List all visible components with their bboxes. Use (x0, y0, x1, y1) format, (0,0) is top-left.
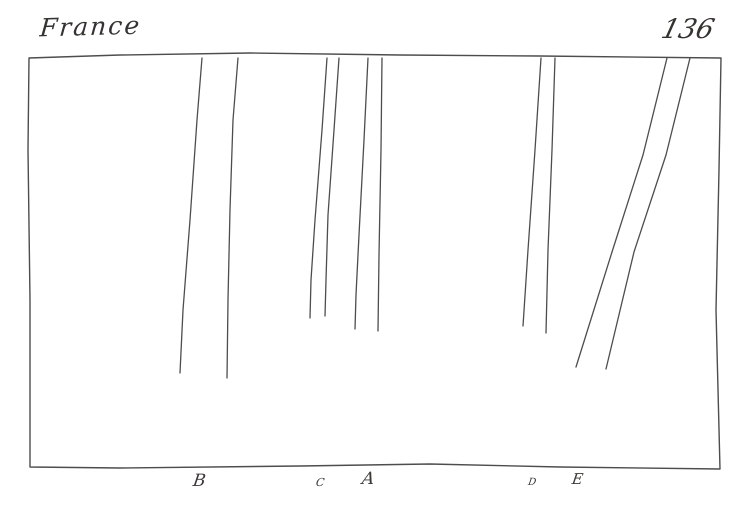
stroke-tree-a-left (354, 57, 369, 330)
tree-label-a: A (360, 469, 376, 489)
frame-border (27, 52, 722, 470)
stroke-tree-b-left (179, 57, 203, 374)
stroke-tree-b-right (226, 57, 239, 379)
stroke-tree-e-left (575, 57, 668, 368)
stroke-tree-e-right (605, 57, 691, 370)
stroke-tree-c-left (309, 57, 328, 319)
stroke-tree-c-right (324, 57, 340, 317)
tree-label-c: C (315, 476, 326, 489)
tree-label-e: E (570, 470, 585, 488)
stroke-tree-d-left (522, 57, 542, 327)
tree-label-b: B (191, 471, 207, 491)
stroke-tree-d-right (545, 57, 556, 334)
tree-label-d: D (527, 477, 537, 488)
stroke-tree-a-right (377, 57, 383, 332)
